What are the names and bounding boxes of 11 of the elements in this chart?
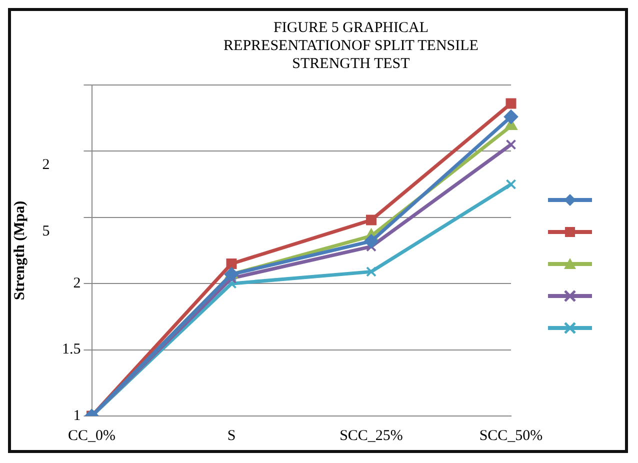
x-tick-label: SCC_25% [340, 428, 403, 444]
y-tick-label: 1 [73, 408, 81, 424]
y-tick-label: 2 [73, 276, 81, 292]
y-tick-label: 1.5 [62, 342, 81, 358]
x-tick-label: S [227, 428, 236, 444]
x-tick-label: CC_0% [68, 428, 116, 444]
text: 2 [42, 157, 50, 174]
y-axis-title: Strength (Mpa) [12, 200, 28, 300]
x-tick-label: SCC_50% [479, 428, 543, 444]
chart-title: FIGURE 5 GRAPHICAL REPRESENTATIONOF SPLIT TENSILE STRENGTH TEST [222, 19, 480, 73]
text: 5 [42, 223, 50, 240]
